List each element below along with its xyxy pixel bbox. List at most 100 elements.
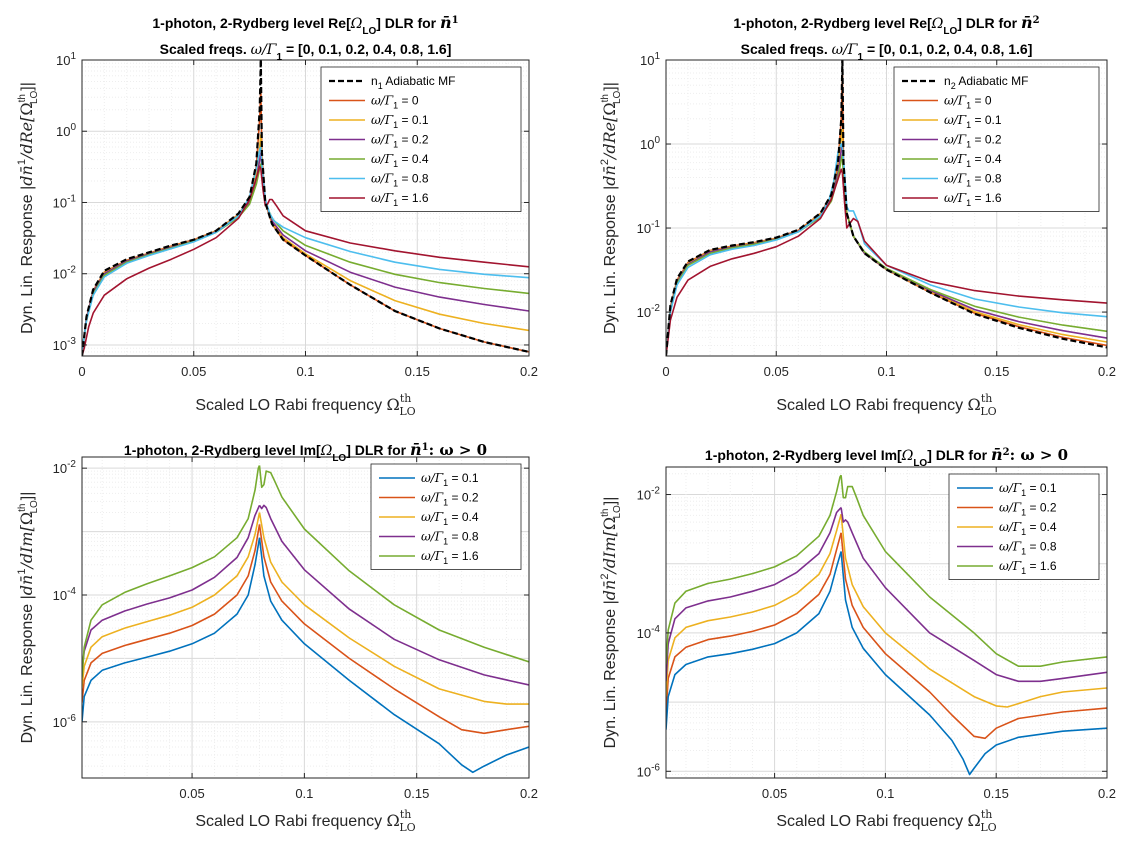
x-tick-label: 0.1 (877, 364, 895, 379)
legend-entry-3: ω/Γ1 = 0.4 (421, 510, 479, 527)
series-group (666, 474, 1107, 776)
legend-entry-7: ω/Γ1 = 1.6 (371, 191, 429, 208)
y-axis-label: Dyn. Lin. Response |dn̄1/dIm[ΩthLO]| (16, 492, 40, 744)
axes-box (81, 456, 530, 779)
x-tick-label: 0 (662, 364, 669, 379)
x-axis-label: Scaled LO Rabi frequency Ωth LO (195, 392, 415, 418)
legend-entry-1: ω/Γ1 = 0.1 (421, 471, 479, 488)
y-tick-label: 10-2 (637, 303, 661, 320)
x-axis-label: Scaled LO Rabi frequency Ωth LO (776, 392, 996, 418)
legend-entry-7: ω/Γ1 = 1.6 (944, 191, 1002, 208)
y-tick-label: 10-3 (53, 336, 77, 353)
series-line-3-right (258, 512, 529, 705)
legend: n2 Adiabatic MF ω/Γ1 = 0 ω/Γ1 = 0.1 ω/Γ1 = … (893, 66, 1100, 212)
legend: ω/Γ1 = 0.1 ω/Γ1 = 0.2 ω/Γ1 = 0.4 ω/Γ1 = 0.8… (370, 463, 522, 570)
y-tick-label: 101 (56, 51, 76, 68)
series-group (666, 60, 1107, 356)
series-line-2-left (666, 532, 842, 713)
chart-title-line-2: Scaled freqs. ω/Γ1 = [0, 0.1, 0.2, 0.4, … (741, 41, 1033, 63)
series-line-6-right (260, 146, 529, 279)
y-tick-label: 10-2 (637, 486, 661, 503)
legend-entry-6: ω/Γ1 = 0.8 (944, 172, 1002, 189)
legend-entry-1: n1 Adiabatic MF (371, 74, 455, 91)
series-line-3-left (666, 513, 842, 697)
series-line-7-left (666, 168, 844, 356)
series-line-7-right (841, 173, 1107, 304)
y-tick-label: 10-6 (637, 762, 661, 779)
legend-entry-2: ω/Γ1 = 0 (944, 94, 992, 111)
legend-entry-3: ω/Γ1 = 0.4 (999, 520, 1057, 537)
chart-panel-1: 0 0.05 0.1 0.15 0.2 10-3 10-2 10-1 100 101 1-photo… (16, 13, 538, 418)
legend-entry-6: ω/Γ1 = 0.8 (371, 172, 429, 189)
legend-entry-4: ω/Γ1 = 0.2 (371, 133, 429, 150)
x-tick-label: 0.2 (520, 364, 538, 379)
x-tick-label: 0.1 (876, 786, 894, 801)
series-line-4-right (840, 507, 1107, 683)
series-line-1-left (666, 60, 844, 356)
legend-entry-3: ω/Γ1 = 0.1 (371, 113, 429, 130)
y-tick-label: 10-4 (637, 624, 661, 641)
legend-entry-5: ω/Γ1 = 1.6 (421, 549, 479, 566)
series-line-1-left (666, 551, 842, 730)
y-tick-label: 10-1 (53, 193, 77, 210)
series-line-1-right (258, 537, 529, 774)
legend-entry-5: ω/Γ1 = 0.4 (371, 152, 429, 169)
x-tick-label: 0.15 (984, 786, 1009, 801)
series-line-5-right (840, 475, 1107, 667)
x-tick-label: 0.2 (520, 786, 538, 801)
chart-panel-3: 0.05 0.1 0.15 0.2 10-6 10-4 10-2 1-photon, 2-Ry… (16, 440, 538, 834)
legend: ω/Γ1 = 0.1 ω/Γ1 = 0.2 ω/Γ1 = 0.4 ω/Γ1 = 0.8… (948, 473, 1100, 580)
x-tick-label: 0.05 (764, 364, 789, 379)
chart-title-line-2: Scaled freqs. ω/Γ1 = [0, 0.1, 0.2, 0.4, … (160, 41, 452, 63)
y-tick-label: 10-2 (53, 459, 77, 476)
series-line-3-left (82, 512, 261, 688)
x-tick-label: 0.2 (1098, 364, 1116, 379)
series-group (82, 465, 529, 774)
series-line-4-left (82, 504, 261, 673)
y-axis-label: Dyn. Lin. Response |dn̄1/dRe[ΩthLO]| (16, 82, 40, 334)
x-tick-label: 0.2 (1098, 786, 1116, 801)
x-tick-label: 0.1 (295, 786, 313, 801)
series-line-5-left (82, 465, 261, 678)
series-line-2-right (258, 524, 529, 735)
series-line-4-left (666, 506, 842, 682)
legend-entry-1: n2 Adiabatic MF (944, 74, 1028, 91)
axes-box (665, 466, 1108, 779)
x-tick-label: 0.15 (404, 786, 429, 801)
legend-entry-3: ω/Γ1 = 0.1 (944, 113, 1002, 130)
legend-entry-2: ω/Γ1 = 0 (371, 94, 419, 111)
y-tick-label: 10-1 (637, 219, 661, 236)
series-line-1-right (259, 60, 529, 353)
legend: n1 Adiabatic MF ω/Γ1 = 0 ω/Γ1 = 0.1 ω/Γ1 = … (320, 66, 522, 212)
y-axis-label: Dyn. Lin. Response |dn̄2/dIm[ΩthLO]| (599, 497, 623, 749)
y-tick-label: 10-2 (53, 265, 77, 282)
x-axis-label: Scaled LO Rabi frequency Ωth LO (776, 808, 996, 834)
x-tick-label: 0.1 (296, 364, 314, 379)
legend-entry-4: ω/Γ1 = 0.2 (944, 133, 1002, 150)
series-line-5-right (258, 465, 529, 663)
chart-title-line-1: 1-photon, 2-Rydberg level Im[ΩLO] DLR fo… (705, 445, 1068, 469)
series-line-2-left (82, 524, 261, 703)
series-line-1-right (840, 551, 1107, 776)
legend-entry-4: ω/Γ1 = 0.8 (421, 530, 479, 547)
legend-entry-4: ω/Γ1 = 0.8 (999, 540, 1057, 557)
series-line-1-left (82, 60, 262, 356)
chart-title-line-1: 1-photon, 2-Rydberg level Im[ΩLO] DLR fo… (124, 440, 487, 464)
chart-title-line-1: 1-photon, 2-Rydberg level Re[ΩLO] DLR fo… (152, 13, 458, 37)
series-line-1-right (841, 60, 1107, 349)
y-tick-label: 100 (640, 135, 660, 152)
x-tick-label: 0.15 (984, 364, 1009, 379)
series-line-5-left (666, 474, 842, 665)
legend-entry-2: ω/Γ1 = 0.2 (421, 491, 479, 508)
x-tick-label: 0.05 (181, 364, 206, 379)
legend-entry-2: ω/Γ1 = 0.2 (999, 501, 1057, 518)
x-axis-label: Scaled LO Rabi frequency Ωth LO (195, 808, 415, 834)
series-line-1-left (82, 537, 261, 722)
chart-title-line-1: 1-photon, 2-Rydberg level Re[ΩLO] DLR fo… (733, 13, 1039, 37)
x-tick-label: 0 (78, 364, 85, 379)
legend-entry-5: ω/Γ1 = 0.4 (944, 152, 1002, 169)
series-line-6-left (666, 143, 844, 356)
series-line-7-left (82, 165, 262, 356)
legend-entry-5: ω/Γ1 = 1.6 (999, 559, 1057, 576)
